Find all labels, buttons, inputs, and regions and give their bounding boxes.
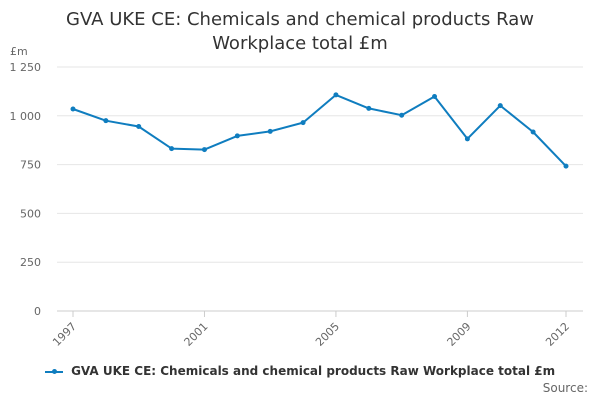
x-tick-label: 1997	[50, 320, 79, 349]
chart-title-line-1: GVA UKE CE: Chemicals and chemical produ…	[66, 9, 534, 30]
legend-swatch-icon	[44, 368, 63, 374]
data-point[interactable]	[497, 103, 503, 109]
y-axis-unit-label: £m	[10, 45, 28, 58]
y-tick-label: 1 250	[10, 61, 42, 74]
data-point[interactable]	[267, 128, 273, 134]
chart-title: GVA UKE CE: Chemicals and chemical produ…	[0, 8, 600, 56]
data-point[interactable]	[169, 146, 175, 152]
data-point[interactable]	[136, 124, 142, 130]
data-point[interactable]	[399, 112, 405, 118]
source-label: Source:	[542, 381, 588, 395]
axes: 0 250 500 750 1 000 1 250 1997 2001 2005 2009 2012	[10, 61, 573, 349]
data-point[interactable]	[530, 129, 536, 135]
series-layer	[70, 92, 569, 169]
x-tick-label: 2009	[445, 320, 474, 349]
gridlines	[57, 66, 583, 312]
data-point[interactable]	[234, 133, 240, 139]
y-tick-label: 1 000	[10, 110, 42, 123]
data-point[interactable]	[333, 92, 339, 98]
data-point[interactable]	[70, 106, 76, 112]
data-point[interactable]	[366, 105, 372, 111]
chart-title-line-2: Workplace total £m	[212, 33, 388, 54]
data-point[interactable]	[432, 93, 438, 99]
x-tick-label: 2001	[182, 320, 211, 349]
data-point[interactable]	[201, 147, 207, 153]
data-point[interactable]	[300, 120, 306, 126]
x-tick-label: 2005	[313, 320, 342, 349]
y-tick-label: 250	[20, 256, 41, 269]
data-point[interactable]	[103, 118, 109, 124]
y-tick-label: 750	[20, 159, 41, 172]
x-tick-label: 2012	[543, 320, 572, 349]
legend[interactable]: GVA UKE CE: Chemicals and chemical produ…	[0, 364, 600, 378]
data-point[interactable]	[563, 163, 569, 169]
y-tick-label: 0	[34, 305, 41, 318]
y-tick-label: 500	[20, 207, 41, 220]
data-point[interactable]	[464, 136, 470, 142]
legend-label: GVA UKE CE: Chemicals and chemical produ…	[71, 364, 556, 378]
series-line	[72, 93, 567, 167]
